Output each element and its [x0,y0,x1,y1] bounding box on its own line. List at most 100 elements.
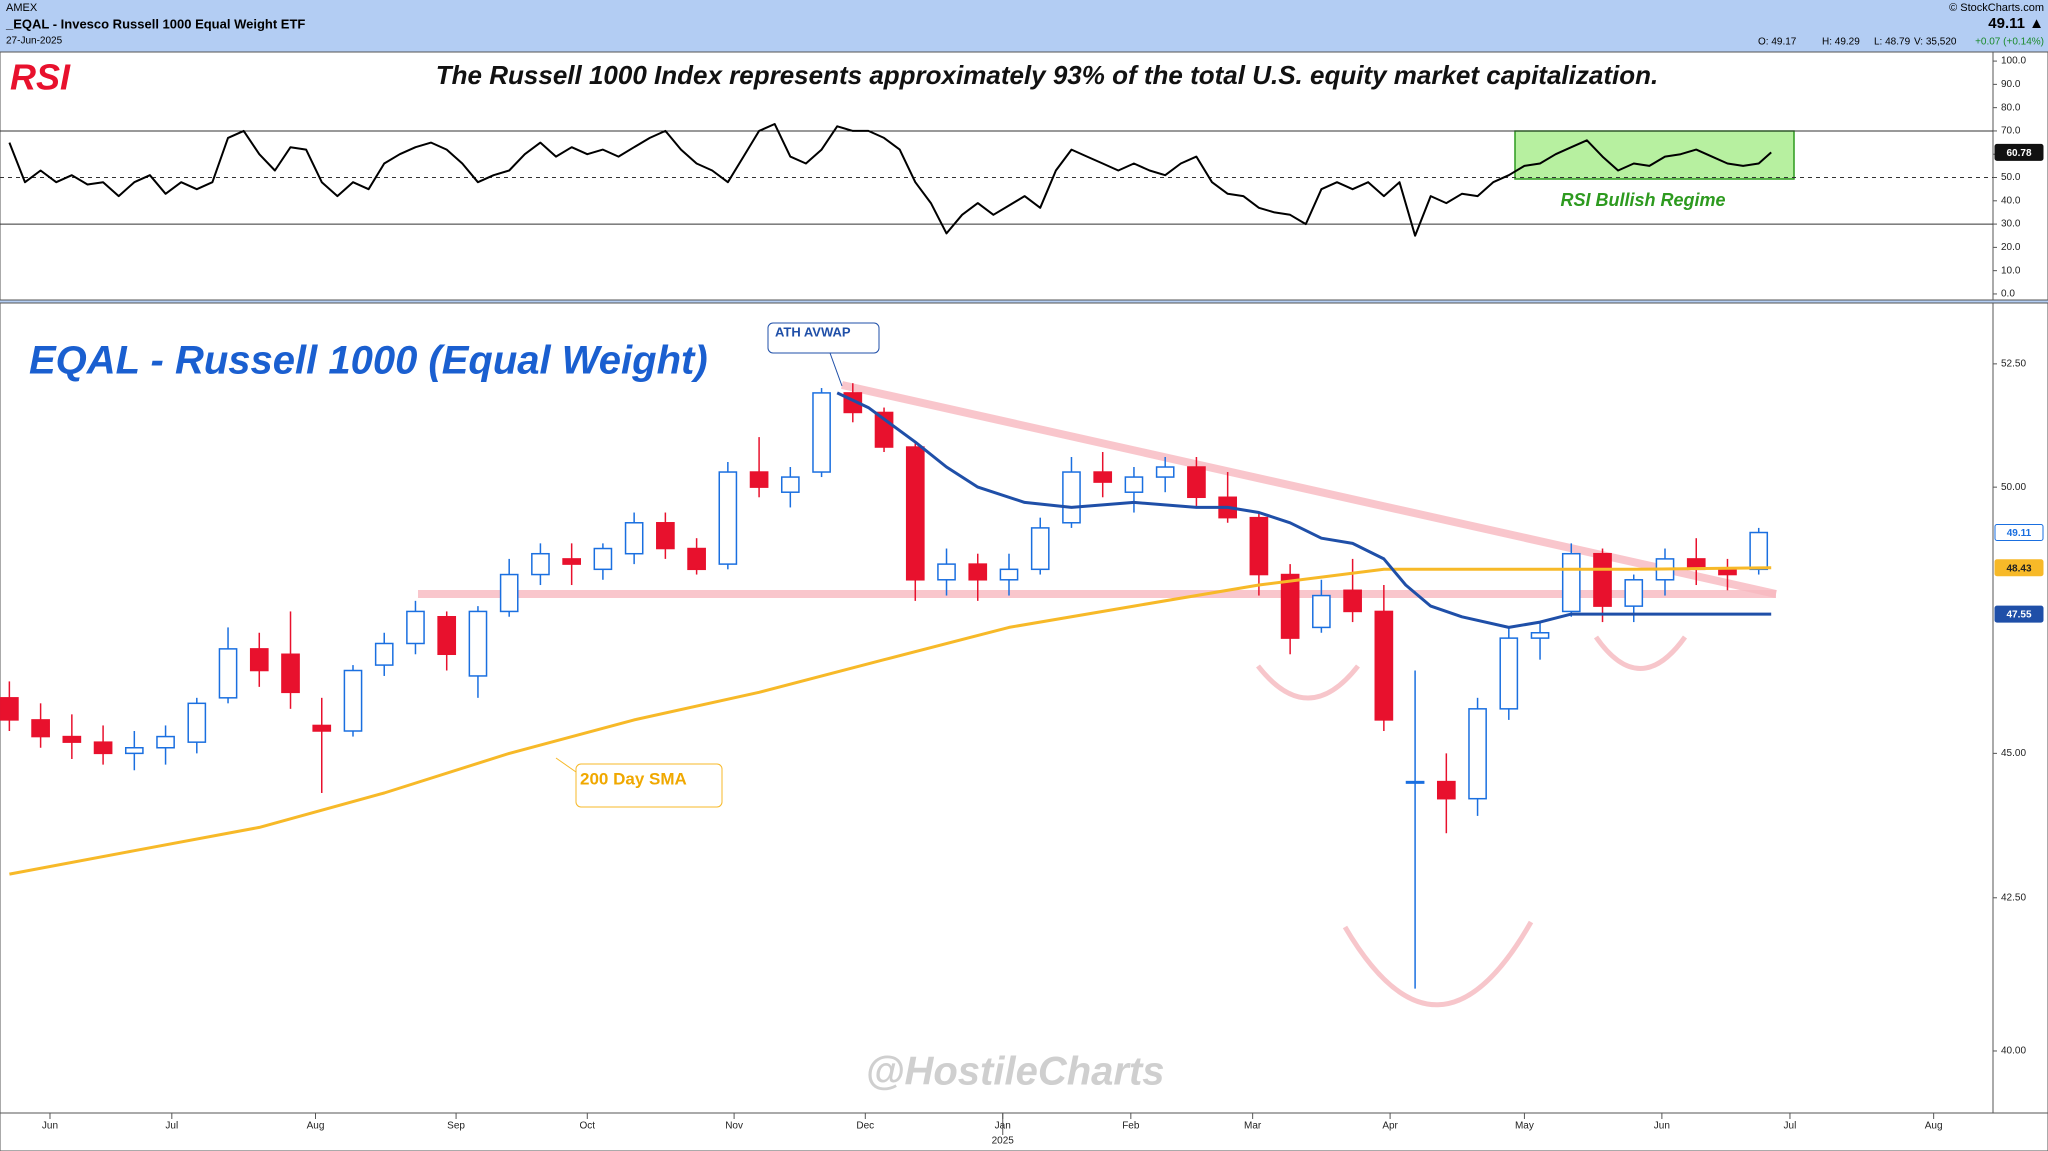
rsi-axis-panel [1992,51,2048,301]
x-tick-label: Dec [856,1121,874,1132]
candle-body [249,648,269,672]
x-tick-label: Feb [1122,1121,1140,1132]
y-tick-label: 0.0 [2001,289,2015,300]
candle-body [1155,466,1175,478]
candle-body [718,471,738,565]
candle-body [93,741,113,755]
symbol: _EQAL - Invesco Russell 1000 Equal Weigh… [5,16,305,31]
candle-body [31,719,50,738]
avwap-callout [767,322,880,354]
x-tick-label: Nov [725,1121,743,1132]
candle-body [1187,466,1206,499]
candle-body [999,568,1019,581]
x-tick-label: Aug [1925,1121,1943,1132]
source: © StockCharts.com [1949,2,2044,14]
avwap-label: ATH AVWAP [775,324,851,339]
y-tick-label: 40.0 [2001,195,2021,206]
x-tick-label: Jun [42,1121,58,1132]
candle-body [1624,579,1644,607]
bullish-regime-box [1514,130,1795,180]
candle-body [187,702,207,743]
rsi-layer: 100.090.080.070.060.050.040.030.020.010.… [0,56,2044,300]
overlay-last-label-box [1994,559,2044,577]
year-label: 2025 [992,1136,1015,1147]
candle-body [468,610,488,677]
trend-line [841,381,1777,598]
last-price-label-box [1994,524,2044,542]
high: H: 49.29 [1822,37,1860,48]
candle-body [562,558,582,565]
y-tick-label: 90.0 [2001,79,2021,90]
candle-body [1312,594,1331,629]
sma-callout [575,763,723,808]
candle-body [1530,632,1550,639]
x-tick-label: Jul [165,1121,178,1132]
candle-body [905,446,925,581]
y-tick-label: 40.00 [2001,1046,2026,1057]
x-tick-label: Jun [1654,1121,1670,1132]
callout-pointer [829,352,843,387]
y-tick-label: 20.0 [2001,242,2021,253]
candle-body [937,563,956,581]
candle-body [1093,471,1113,483]
volume: V: 35,520 [1914,37,1957,48]
candle-body [624,522,644,555]
candle-body [687,547,706,571]
rsi-line [8,123,1772,237]
y-tick-label: 52.50 [2001,359,2026,370]
candle-body [1468,708,1487,800]
candle-body [1343,589,1362,613]
candle-body [156,735,175,749]
price-panel [0,302,1994,1114]
x-tick-label: Apr [1382,1121,1398,1132]
pattern-arc [1342,920,1534,1008]
x-axis-panel [0,1112,2048,1151]
candle-body [1749,531,1769,571]
candle-body [62,735,82,743]
candle-body [0,697,19,721]
candle-body [281,653,300,694]
candle-body [749,471,769,488]
pattern-arc [1593,635,1688,671]
candle-body [312,724,332,732]
y-tick-label: 45.00 [2001,748,2026,759]
y-tick-label: 50.00 [2001,482,2026,493]
y-tick-label: 50.0 [2001,172,2021,183]
price-axis-panel [1992,302,2048,1114]
rsi-subtitle: The Russell 1000 Index represents approx… [436,60,1658,90]
x-tick-label: Oct [579,1121,595,1132]
candle-body [343,669,363,732]
candle-body [124,747,144,755]
candle-body [1030,527,1050,571]
candle-body [812,392,831,473]
header-bg [0,0,2048,52]
candle-body [1405,780,1425,784]
change: +0.07 (+0.14%) [1975,37,2044,48]
last-price-label: 49.11 [2007,528,2032,539]
y-tick-label: 30.0 [2001,219,2021,230]
candle-body [218,648,238,699]
low: L: 48.79 [1874,37,1911,48]
candle-body [374,642,394,666]
callout-pointer [555,757,577,773]
overlay-last-label: 48.43 [2006,563,2031,574]
candle-body [1718,568,1737,576]
rsi-title: RSI [10,57,71,98]
candle-body [1124,476,1144,493]
x-tick-label: May [1515,1121,1534,1132]
overlay-last-label-box [1994,605,2044,623]
overlay-line [9,566,1772,876]
candle-body [437,616,457,656]
candle-body [1593,552,1612,607]
sma-label: 200 Day SMA [580,769,687,788]
candle-body [499,573,519,613]
candle-body [1280,573,1300,639]
price-layer: 52.50 50.00 45.00 42.50 40.00 Jun Jul Aug Sep Oct… [0,359,2044,1147]
last-value-label-box [1994,143,2044,161]
last-price: 49.11 ▲ [1988,15,2044,32]
y-tick-label: 10.0 [2001,265,2021,276]
candle-body [968,563,988,581]
candle-body [1499,637,1519,710]
